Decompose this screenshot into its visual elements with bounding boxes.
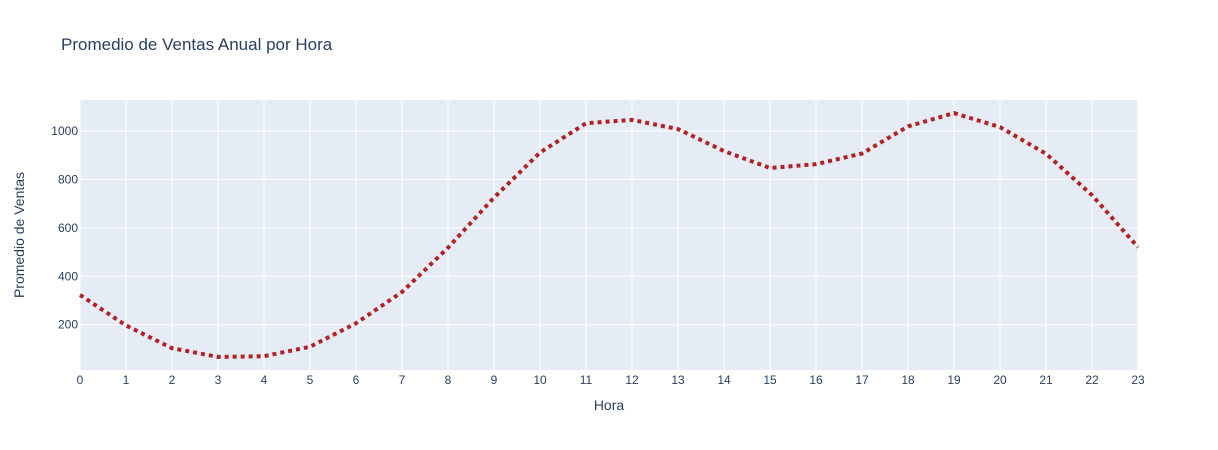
x-tick-label: 15 (763, 373, 777, 387)
x-tick-label: 2 (169, 373, 176, 387)
x-tick-label: 21 (1039, 373, 1053, 387)
y-tick-label: 800 (58, 172, 78, 186)
x-tick-label: 23 (1131, 373, 1145, 387)
y-tick-labels: 200 400 600 800 1000 (51, 124, 78, 332)
y-tick-label: 200 (58, 318, 78, 332)
plot-area (80, 100, 1138, 370)
y-tick-label: 1000 (51, 124, 78, 138)
x-tick-label: 8 (445, 373, 452, 387)
y-gridlines (80, 130, 1138, 326)
x-tick-label: 20 (993, 373, 1007, 387)
x-axis-title: Hora (594, 397, 625, 413)
y-tick-label: 400 (58, 269, 78, 283)
x-tick-label: 10 (533, 373, 547, 387)
y-tick-label: 600 (58, 221, 78, 235)
x-tick-label: 1 (123, 373, 130, 387)
y-axis-title: Promedio de Ventas (11, 172, 27, 298)
x-tick-label: 16 (809, 373, 823, 387)
x-tick-label: 11 (580, 373, 593, 387)
series-layer (78, 111, 1140, 359)
x-tick-label: 3 (215, 373, 222, 387)
chart-title: Promedio de Ventas Anual por Hora (61, 35, 333, 54)
x-tick-label: 13 (671, 373, 685, 387)
x-tick-label: 6 (353, 373, 360, 387)
x-tick-label: 12 (625, 373, 639, 387)
x-tick-label: 5 (307, 373, 314, 387)
series-line (78, 111, 1140, 359)
x-tick-label: 17 (855, 373, 869, 387)
x-tick-label: 19 (947, 373, 961, 387)
x-tick-label: 18 (901, 373, 915, 387)
x-tick-label: 7 (399, 373, 406, 387)
x-tick-label: 0 (77, 373, 84, 387)
x-tick-label: 22 (1085, 373, 1099, 387)
x-tick-label: 14 (717, 373, 731, 387)
x-tick-label: 9 (491, 373, 498, 387)
x-tick-label: 4 (261, 373, 268, 387)
x-tick-labels: 0 1 2 3 4 5 6 7 8 9 10 11 12 13 14 15 16 17 18 19 20 21 22 23 (77, 373, 1145, 387)
